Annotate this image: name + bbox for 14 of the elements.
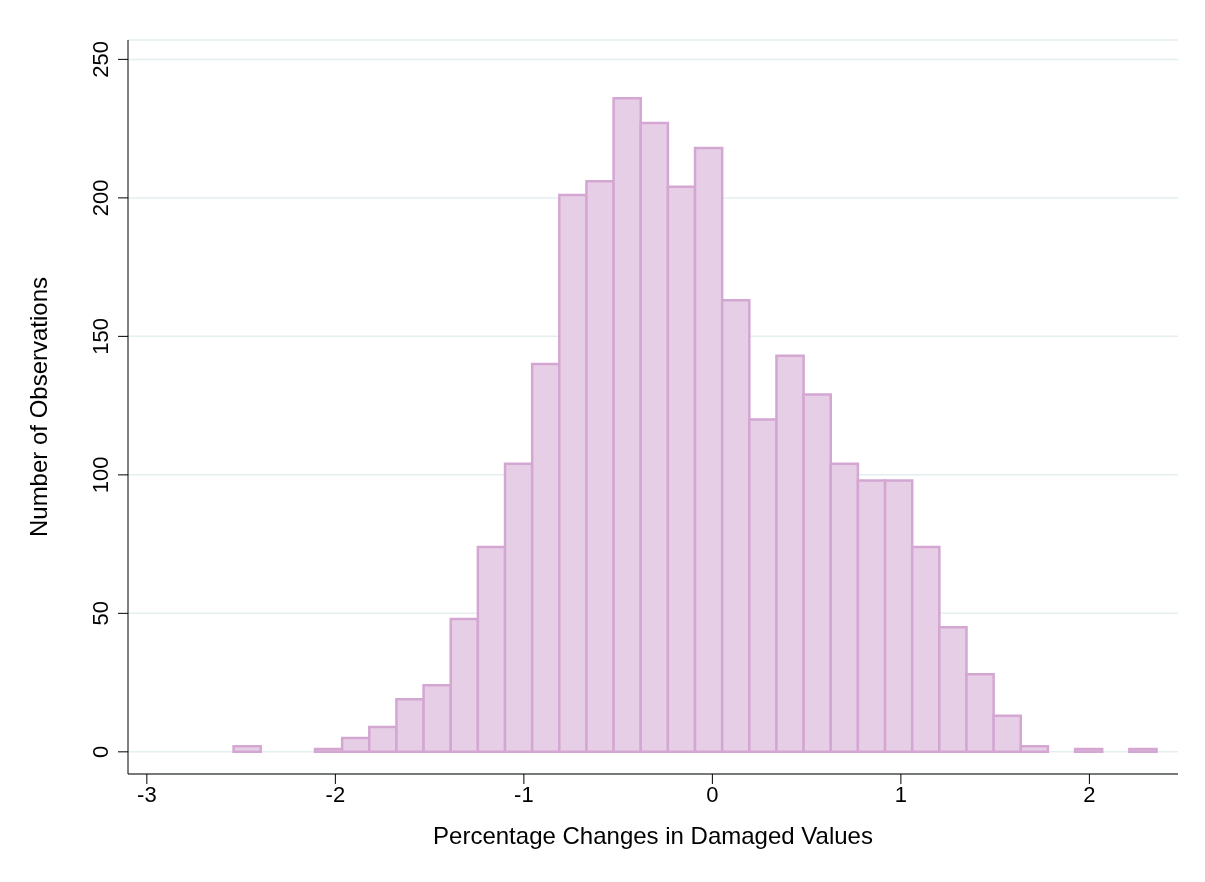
x-tick-label: 0 <box>706 781 719 807</box>
y-tick-label: 0 <box>88 745 113 758</box>
y-tick-label: 250 <box>88 41 113 78</box>
y-tick-label: 200 <box>88 179 113 217</box>
x-tick-label: -1 <box>514 781 534 807</box>
y-tick-label: 150 <box>88 318 113 355</box>
y-tick-label: 50 <box>88 601 113 626</box>
x-tick-label: -2 <box>325 781 346 807</box>
x-axis-title: Percentage Changes in Damaged Values <box>433 822 873 849</box>
x-tick-label: 2 <box>1083 781 1096 807</box>
y-tick-label: 100 <box>88 456 113 494</box>
x-tick-label: 1 <box>894 781 908 807</box>
y-axis-title: Number of Observations <box>24 276 52 538</box>
x-tick-label: -3 <box>137 781 157 807</box>
